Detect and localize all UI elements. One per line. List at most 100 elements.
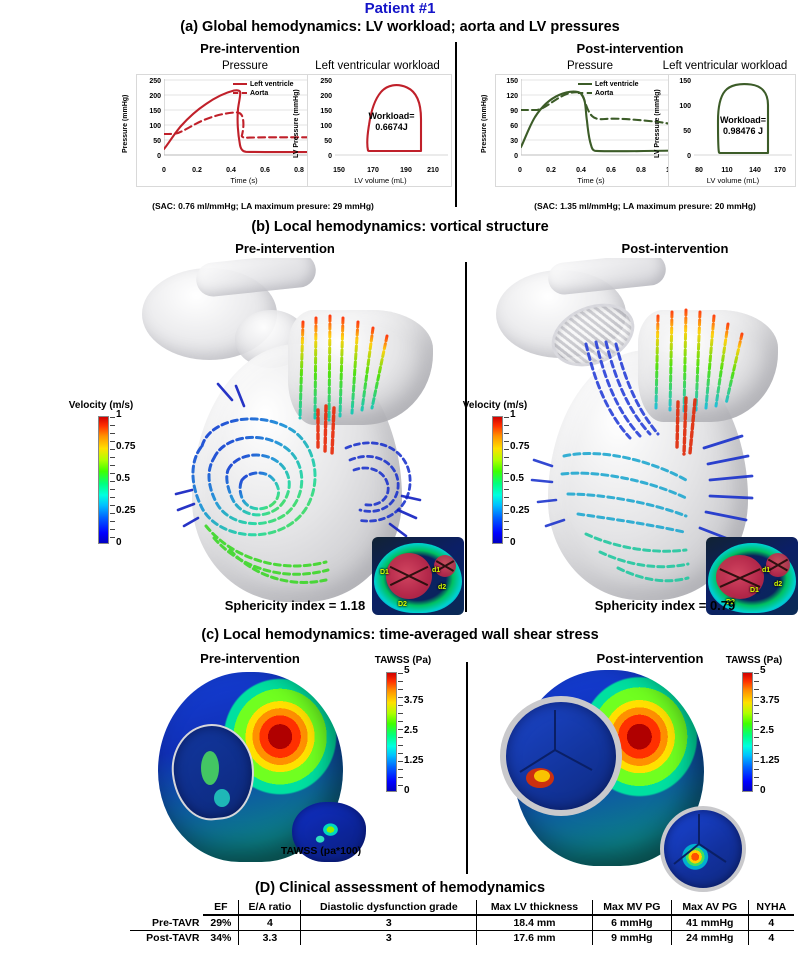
pre-workload-value-line1: Workload= bbox=[368, 111, 415, 121]
table-header-row: EF E/A ratio Diastolic dysfunction grade… bbox=[130, 900, 794, 916]
post-pressure-plot bbox=[521, 79, 676, 165]
xtick: 140 bbox=[749, 167, 761, 174]
ytick: 100 bbox=[149, 123, 161, 130]
col-nyha: NYHA bbox=[747, 900, 794, 916]
ytick: 50 bbox=[324, 138, 332, 145]
ytick: 250 bbox=[149, 78, 161, 85]
post-pressure-ylabel: Pressure (mmHg) bbox=[481, 94, 488, 153]
pre-pressure-xlabel: Time (s) bbox=[230, 176, 258, 185]
col-ea-ratio: E/A ratio bbox=[238, 900, 301, 916]
cb-tick: 2.5 bbox=[760, 725, 774, 736]
xtick: 0.8 bbox=[294, 167, 304, 174]
legend-item-aorta: Aorta bbox=[595, 90, 614, 97]
xtick: 0.6 bbox=[260, 167, 270, 174]
cell-lvthick: 17.6 mm bbox=[476, 930, 593, 945]
panel-b-pre-label: Pre-intervention bbox=[235, 241, 335, 256]
cell-ddg: 3 bbox=[300, 915, 477, 931]
post-workload-xlabel: LV volume (mL) bbox=[706, 176, 760, 185]
cb-tick: 0 bbox=[116, 537, 122, 548]
post-pressure-chart-title: Pressure bbox=[566, 60, 614, 72]
cell-ef: 29% bbox=[203, 915, 239, 931]
ytick: 150 bbox=[320, 108, 332, 115]
cb-tick: 1.25 bbox=[404, 755, 424, 766]
cell-lvthick: 18.4 mm bbox=[476, 915, 593, 931]
post-sphericity-index: Sphericity index = 0.79 bbox=[594, 598, 736, 613]
cb-tick: 0 bbox=[510, 537, 516, 548]
cb-tick: 1.25 bbox=[760, 755, 780, 766]
inset-label-D2: D2 bbox=[726, 599, 735, 606]
col-dd-grade: Diastolic dysfunction grade bbox=[300, 900, 477, 916]
pre-pressure-chart-title: Pressure bbox=[221, 60, 269, 72]
ytick: 100 bbox=[320, 123, 332, 130]
pre-vortical-render bbox=[140, 258, 460, 610]
pre-tawss-inset bbox=[288, 800, 370, 866]
ytick: 60 bbox=[510, 123, 518, 130]
cell-ef: 34% bbox=[210, 932, 232, 944]
xtick: 0.8 bbox=[636, 167, 646, 174]
xtick: 0 bbox=[518, 167, 522, 174]
xtick: 210 bbox=[427, 167, 439, 174]
post-tawss-colorbar bbox=[742, 672, 759, 792]
inset-label-d1: d1 bbox=[432, 567, 441, 574]
ytick: 50 bbox=[153, 138, 161, 145]
pre-workload-ylabel: LV Pressure (mmHg) bbox=[293, 89, 300, 159]
cell-mvpg: 9 mmHg bbox=[591, 930, 672, 945]
panel-c-heading: (c) Local hemodynamics: time-averaged wa… bbox=[201, 627, 599, 643]
pre-tawss-colorbar bbox=[386, 672, 403, 792]
panel-b-heading: (b) Local hemodynamics: vortical structu… bbox=[251, 219, 549, 235]
ytick: 30 bbox=[510, 138, 518, 145]
inset-label-D2: D2 bbox=[398, 601, 407, 608]
pre-pressure-legend: Left ventricle Aorta bbox=[233, 80, 294, 98]
post-valve-leaflets bbox=[519, 710, 593, 788]
pre-pressure-ylabel: Pressure (mmHg) bbox=[122, 94, 129, 153]
xtick: 170 bbox=[367, 167, 379, 174]
cb-tick: 0.25 bbox=[510, 505, 530, 516]
post-velocity-colorbar bbox=[492, 416, 509, 544]
ytick: 200 bbox=[149, 93, 161, 100]
ytick: 100 bbox=[679, 103, 691, 110]
panel-a-divider bbox=[455, 42, 457, 207]
row-label-post: Post-TAVR bbox=[146, 932, 200, 944]
xtick: 80 bbox=[695, 167, 703, 174]
cb-tick: 0.5 bbox=[116, 473, 130, 484]
post-pressure-legend: Left ventricle Aorta bbox=[578, 80, 639, 98]
cb-tick: 0 bbox=[404, 785, 410, 796]
cb-tick: 0 bbox=[760, 785, 766, 796]
cb-tick: 5 bbox=[760, 665, 766, 676]
panel-a-pre-label: Pre-intervention bbox=[200, 41, 300, 56]
cb-tick: 0.75 bbox=[116, 441, 136, 452]
ytick: 150 bbox=[679, 78, 691, 85]
ytick: 0 bbox=[157, 153, 161, 160]
pre-velocity-vectors bbox=[174, 314, 422, 584]
panel-c-post-label: Post-intervention bbox=[596, 651, 704, 666]
post-workload-value-line2: 0.98476 J bbox=[722, 126, 764, 136]
xtick: 190 bbox=[400, 167, 412, 174]
post-velocity-colorbar-title: Velocity (m/s) bbox=[462, 400, 528, 411]
cb-tick: 0.25 bbox=[116, 505, 136, 516]
cb-tick: 5 bbox=[404, 665, 410, 676]
panel-a-post-label: Post-intervention bbox=[576, 41, 684, 56]
panel-d-heading: (D) Clinical assessment of hemodynamics bbox=[254, 880, 546, 896]
ytick: 90 bbox=[510, 108, 518, 115]
cb-tick: 0.5 bbox=[510, 473, 524, 484]
post-vortical-render bbox=[490, 258, 800, 610]
pre-tawss-colorbar-title: TAWSS (Pa) bbox=[374, 655, 432, 666]
post-workload-plot bbox=[694, 79, 792, 165]
pre-workload-chart-title: Left ventricular workload bbox=[315, 60, 440, 72]
inset-label-d2: d2 bbox=[438, 584, 447, 591]
post-workload-chart: 150 100 50 0 80 110 140 170 LV volume (m… bbox=[668, 74, 796, 187]
cell-avpg: 41 mmHg bbox=[671, 915, 749, 931]
post-tawss-inset bbox=[660, 806, 746, 892]
panel-c-divider bbox=[466, 662, 468, 874]
ytick: 150 bbox=[506, 78, 518, 85]
figure-title: Patient #1 bbox=[364, 0, 436, 17]
inset-label-D1: D1 bbox=[380, 569, 389, 576]
col-ef: EF bbox=[203, 900, 239, 916]
xtick: 0.2 bbox=[192, 167, 202, 174]
legend-item-lv: Left ventricle bbox=[250, 81, 294, 88]
pre-tawss-inset-caption: TAWSS (pa*100) bbox=[280, 845, 362, 857]
col-blank bbox=[130, 900, 203, 915]
xtick: 0.4 bbox=[226, 167, 236, 174]
cb-tick: 3.75 bbox=[404, 695, 424, 706]
post-sphericity-inset: D1 D2 d1 d2 bbox=[706, 537, 798, 615]
